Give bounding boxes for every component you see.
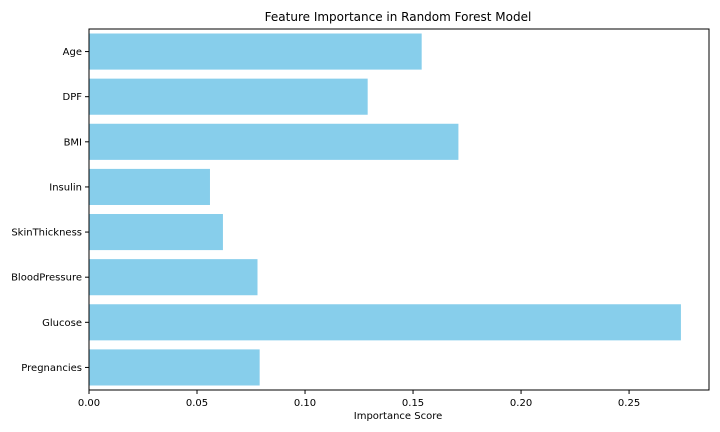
bars-group (89, 33, 681, 386)
bar-age (89, 33, 422, 70)
bar-insulin (89, 168, 210, 205)
bar-dpf (89, 78, 368, 115)
y-tick-label-pregnancies: Pregnancies (21, 363, 82, 374)
x-tick-label: 0.00 (78, 398, 100, 409)
plot-frame (88, 28, 710, 391)
bar-glucose (89, 304, 681, 341)
bar-pregnancies (89, 349, 260, 386)
bar-bloodpressure (89, 259, 258, 296)
x-axis-label: Importance Score (354, 411, 443, 422)
x-tick-label: 0.05 (186, 398, 208, 409)
x-tick-label: 0.20 (510, 398, 532, 409)
x-axis: 0.00 0.05 0.10 0.15 0.20 0.25 (78, 390, 640, 409)
y-tick-label-bmi: BMI (64, 137, 82, 148)
bar-bmi (89, 123, 459, 160)
y-tick-label-dpf: DPF (63, 92, 83, 103)
y-tick-label-skinthickness: SkinThickness (11, 228, 82, 239)
chart-title: Feature Importance in Random Forest Mode… (265, 10, 532, 24)
bar-skinthickness (89, 214, 223, 251)
y-axis: Pregnancies Glucose BloodPressure SkinThick… (11, 47, 89, 374)
y-tick-label-age: Age (63, 47, 82, 58)
x-tick-label: 0.10 (294, 398, 316, 409)
x-tick-label: 0.25 (618, 398, 640, 409)
x-tick-label: 0.15 (402, 398, 424, 409)
y-tick-label-glucose: Glucose (42, 318, 82, 329)
y-tick-label-bloodpressure: BloodPressure (11, 273, 82, 284)
y-tick-label-insulin: Insulin (49, 182, 82, 193)
